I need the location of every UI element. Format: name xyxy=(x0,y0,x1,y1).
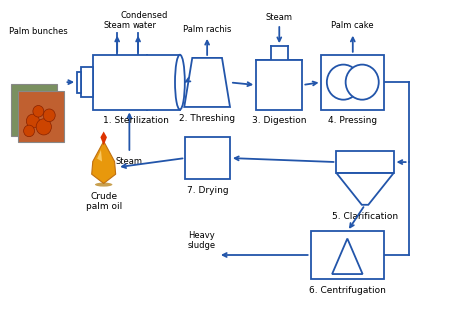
Bar xyxy=(81,67,93,98)
Text: 2. Threshing: 2. Threshing xyxy=(179,114,235,123)
Text: Heavy
sludge: Heavy sludge xyxy=(188,231,216,250)
Ellipse shape xyxy=(95,182,112,187)
Text: 4. Pressing: 4. Pressing xyxy=(328,117,377,125)
Text: Steam: Steam xyxy=(266,13,293,22)
Bar xyxy=(321,55,384,109)
Text: Steam: Steam xyxy=(104,22,131,30)
Text: 5. Clarification: 5. Clarification xyxy=(332,212,398,221)
Circle shape xyxy=(33,106,44,117)
Circle shape xyxy=(27,114,39,128)
Bar xyxy=(185,137,230,179)
Circle shape xyxy=(346,65,379,100)
Text: 1. Sterilization: 1. Sterilization xyxy=(103,117,169,125)
Text: Crude
palm oil: Crude palm oil xyxy=(85,192,122,211)
Circle shape xyxy=(327,65,360,100)
Bar xyxy=(10,84,57,136)
Circle shape xyxy=(36,119,51,135)
Circle shape xyxy=(43,109,55,122)
Text: 6. Centrifugation: 6. Centrifugation xyxy=(309,286,386,295)
Bar xyxy=(337,151,393,173)
Polygon shape xyxy=(91,141,116,183)
Polygon shape xyxy=(337,173,393,205)
Text: 7. Drying: 7. Drying xyxy=(187,186,228,195)
Bar xyxy=(310,231,384,279)
Polygon shape xyxy=(332,239,363,274)
Bar xyxy=(93,55,180,109)
Bar xyxy=(256,60,302,109)
Polygon shape xyxy=(184,58,230,107)
Text: Palm cake: Palm cake xyxy=(331,22,374,30)
Text: 3. Digestion: 3. Digestion xyxy=(252,117,307,125)
Text: Palm rachis: Palm rachis xyxy=(183,25,231,34)
Circle shape xyxy=(24,125,35,137)
Text: Steam: Steam xyxy=(116,157,143,166)
Bar xyxy=(77,72,82,93)
Bar xyxy=(18,90,64,142)
Text: Palm bunches: Palm bunches xyxy=(9,27,68,36)
Polygon shape xyxy=(97,150,102,162)
Polygon shape xyxy=(100,131,107,145)
Ellipse shape xyxy=(175,55,185,109)
Text: Condensed
water: Condensed water xyxy=(121,11,168,30)
